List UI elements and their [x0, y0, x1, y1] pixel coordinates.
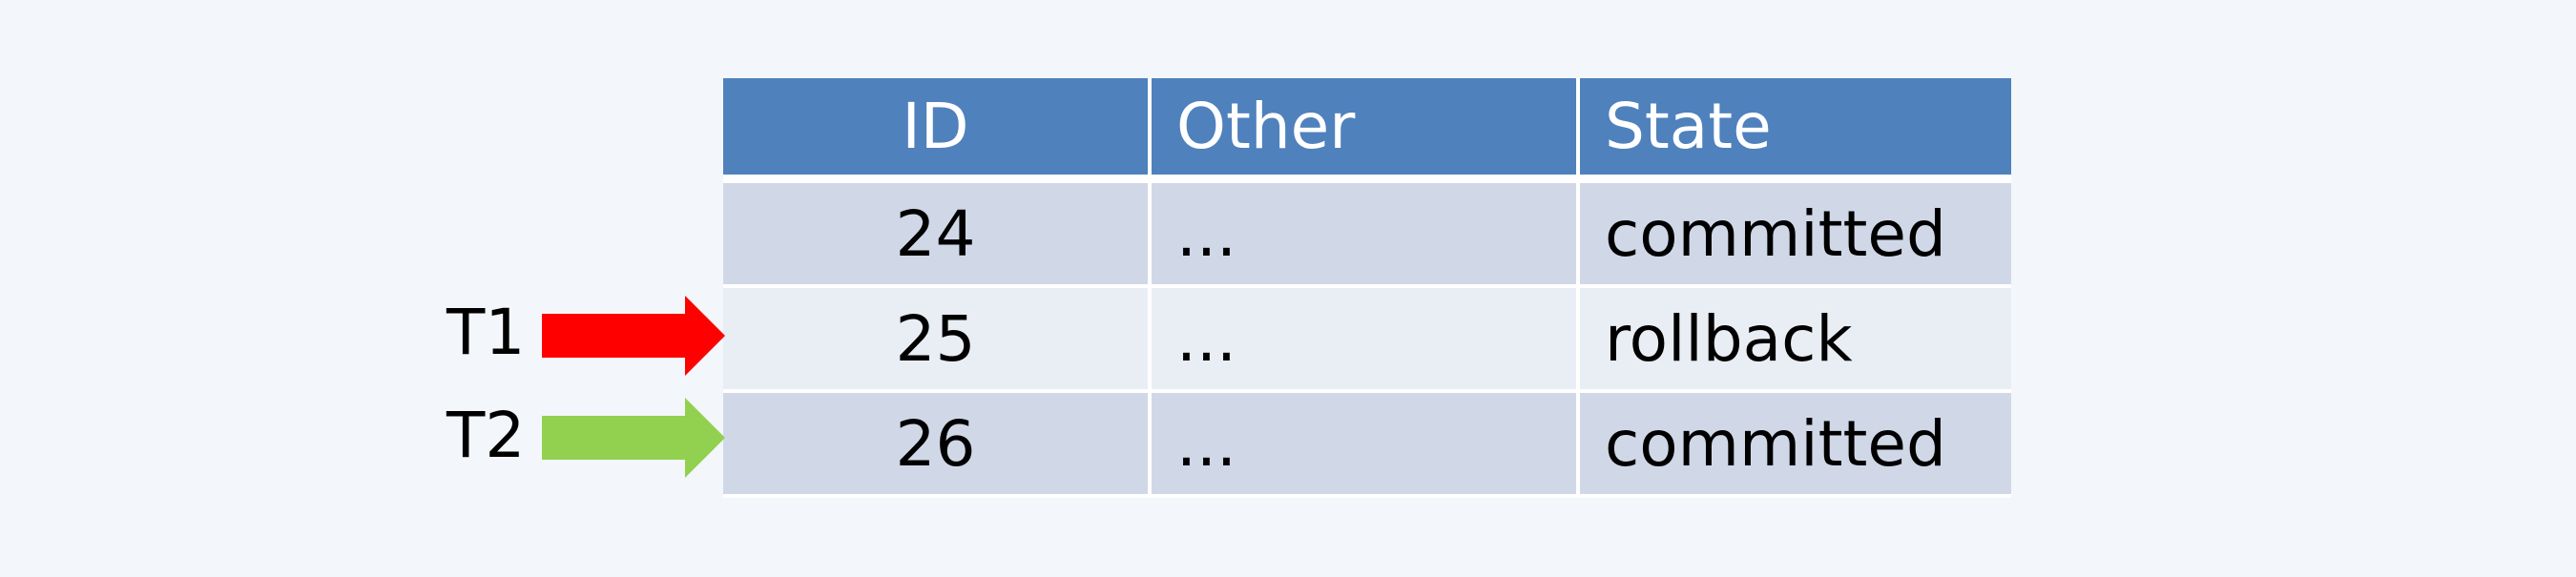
header-state: State [1580, 78, 2011, 183]
pointer-t1-label: T1 [447, 296, 526, 369]
header-other: Other [1152, 78, 1580, 183]
row-25-id: 25 [723, 288, 1152, 393]
transaction-table: ID Other State 24 ... committed 25 ... r… [723, 78, 2011, 498]
t2-arrow-shape [542, 398, 725, 478]
pointer-t1-arrow-icon [542, 296, 725, 376]
pointer-t2-arrow-icon [542, 398, 725, 478]
row-26-id: 26 [723, 393, 1152, 498]
row-25-other: ... [1152, 288, 1580, 393]
pointer-t2-label: T2 [447, 399, 526, 472]
row-24-id: 24 [723, 183, 1152, 288]
row-25-state: rollback [1580, 288, 2011, 393]
row-24-other: ... [1152, 183, 1580, 288]
row-26-state: committed [1580, 393, 2011, 498]
t1-arrow-shape [542, 296, 725, 376]
header-id: ID [723, 78, 1152, 183]
row-24-state: committed [1580, 183, 2011, 288]
row-26-other: ... [1152, 393, 1580, 498]
